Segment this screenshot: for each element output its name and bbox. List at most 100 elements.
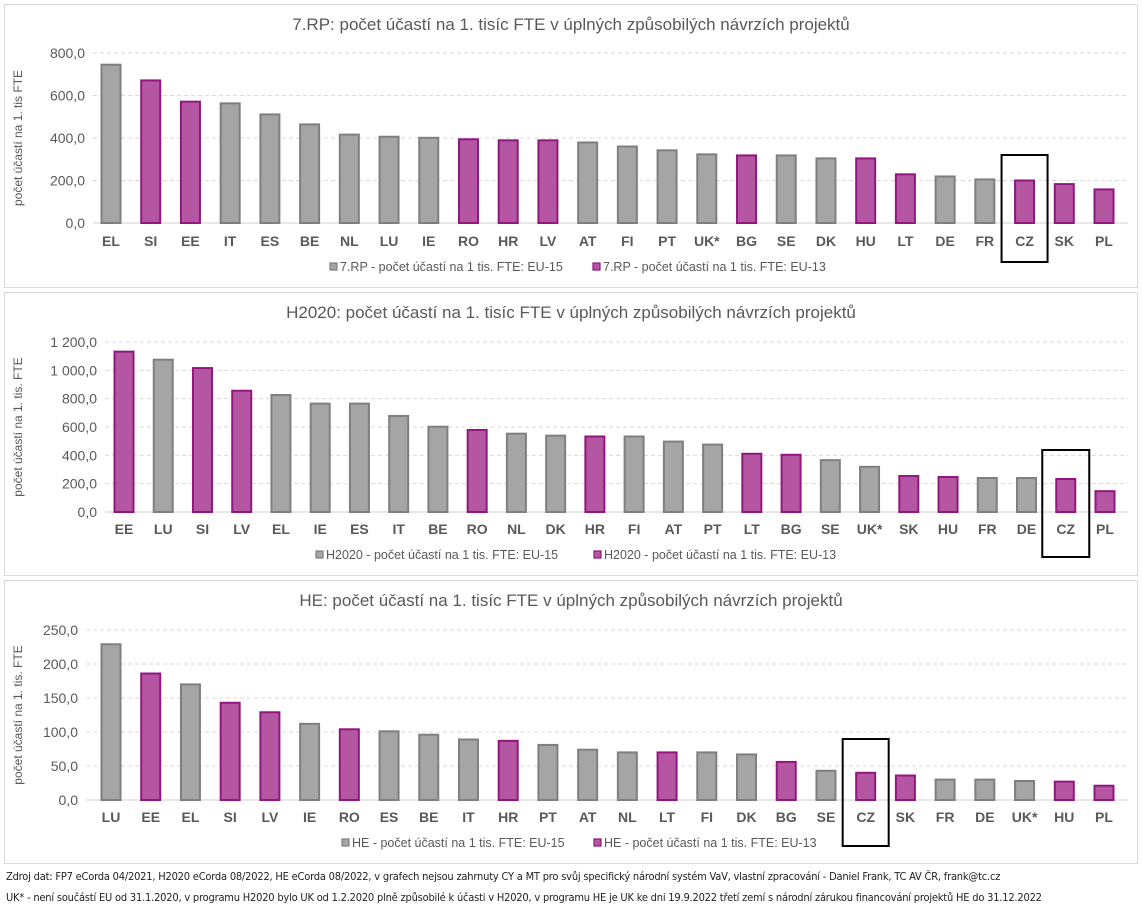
footer-source: Zdroj dat: FP7 eCorda 04/2021, H2020 eCo… (6, 870, 1001, 883)
x-tick-label: NL (618, 809, 637, 825)
x-tick-label: LV (539, 233, 557, 249)
bar-cz (1014, 179, 1036, 224)
x-tick-label: BE (300, 233, 319, 249)
x-tick-label: LV (261, 809, 279, 825)
x-tick-label: HU (856, 233, 876, 249)
bar-el (270, 393, 292, 513)
bar-at (577, 748, 599, 801)
bar-de (934, 175, 956, 224)
footer-note: UK* - není součástí EU od 31.1.2020, v p… (6, 891, 1042, 904)
bar-be (418, 733, 440, 801)
x-tick-label: AT (579, 809, 597, 825)
x-tick-label: HU (1054, 809, 1074, 825)
bar-nl (616, 751, 638, 801)
bar-bg (780, 453, 802, 513)
bar-dk (736, 753, 758, 802)
x-tick-label: AT (665, 521, 683, 537)
x-tick-label: SI (196, 521, 209, 537)
x-tick-label: IE (314, 521, 327, 537)
bar-bg (736, 154, 758, 224)
x-tick-label: ES (261, 233, 280, 249)
x-tick-label: LU (154, 521, 173, 537)
bar-si (191, 367, 213, 513)
legend-marker (593, 838, 602, 847)
legend-marker (341, 838, 350, 847)
x-tick-label: BE (428, 521, 447, 537)
x-tick-label: AT (579, 233, 597, 249)
x-tick-label: ES (350, 521, 369, 537)
bar-nl (338, 133, 360, 225)
x-tick-label: PL (1096, 521, 1114, 537)
bar-hu (937, 476, 959, 513)
x-tick-label: FI (621, 233, 633, 249)
bar-de (1016, 477, 1038, 513)
x-tick-label: SE (777, 233, 796, 249)
x-tick-label: EE (141, 809, 160, 825)
x-tick-label: FI (701, 809, 713, 825)
x-tick-label: PL (1095, 233, 1113, 249)
bar-it (219, 102, 241, 224)
y-axis-title: počet účastí na 1. tis. FTE (11, 357, 25, 496)
x-tick-label: EL (272, 521, 290, 537)
x-tick-label: IE (422, 233, 435, 249)
y-tick-label: 400,0 (50, 130, 85, 146)
bar-hu (1053, 780, 1075, 801)
bar-fr (974, 178, 996, 224)
x-tick-label: DE (935, 233, 954, 249)
y-tick-label: 1 200,0 (50, 334, 97, 350)
x-tick-label: LU (102, 809, 121, 825)
highlight-box-cz (1000, 154, 1049, 263)
x-tick-label: DE (975, 809, 994, 825)
y-tick-label: 100,0 (43, 724, 78, 740)
bar-el (179, 683, 201, 801)
y-tick-label: 50,0 (51, 758, 78, 774)
chart-panel-h2020: H2020: počet účastí na 1. tisíc FTE v úp… (4, 292, 1138, 576)
bar-at (662, 440, 684, 513)
y-tick-label: 150,0 (43, 690, 78, 706)
x-tick-label: IT (392, 521, 405, 537)
x-tick-label: RO (339, 809, 360, 825)
x-tick-label: BG (776, 809, 797, 825)
legend-marker (329, 262, 338, 271)
bar-hr (584, 435, 606, 513)
bar-ee (140, 672, 162, 801)
y-tick-label: 800,0 (50, 45, 85, 61)
x-tick-label: UK* (694, 233, 720, 249)
bar-sk (894, 774, 916, 802)
bar-si (140, 79, 162, 224)
x-tick-label: HR (498, 809, 518, 825)
x-tick-label: EL (181, 809, 199, 825)
x-tick-label: LV (233, 521, 251, 537)
chart-panel-7rp: 7.RP: počet účastí na 1. tisíc FTE v úpl… (4, 4, 1138, 288)
bar-es (378, 730, 400, 802)
x-tick-label: PT (539, 809, 557, 825)
y-axis-title: počet účastí na 1. tis. FTE (11, 645, 25, 784)
x-tick-label: UK* (857, 521, 883, 537)
x-tick-label: NL (340, 233, 359, 249)
bar-be (299, 123, 321, 224)
x-tick-label: ES (380, 809, 399, 825)
bar-ie (309, 402, 331, 513)
bar-ro (457, 138, 479, 224)
x-tick-label: SI (224, 809, 237, 825)
bar-sk (898, 475, 920, 513)
x-tick-label: FI (628, 521, 640, 537)
bar-pl (1093, 784, 1115, 802)
y-tick-label: 0,0 (59, 792, 79, 808)
bar-el (100, 63, 122, 224)
x-tick-label: DK (816, 233, 836, 249)
bar-es (348, 402, 370, 513)
bar-lu (152, 358, 174, 514)
bar-dk (815, 157, 837, 224)
chart-7rp: 7.RP: počet účastí na 1. tisíc FTE v úpl… (11, 15, 1128, 274)
bar-fi (616, 145, 638, 224)
bar-lu (100, 643, 122, 801)
y-tick-label: 0,0 (78, 504, 98, 520)
bar-it (457, 738, 479, 801)
chart-title: HE: počet účastí na 1. tisíc FTE v úplný… (299, 591, 842, 610)
bar-it (388, 414, 410, 513)
x-tick-label: PT (704, 521, 722, 537)
x-tick-label: HR (585, 521, 605, 537)
chart-panel-he: HE: počet účastí na 1. tisíc FTE v úplný… (4, 580, 1138, 864)
x-tick-label: BG (736, 233, 757, 249)
